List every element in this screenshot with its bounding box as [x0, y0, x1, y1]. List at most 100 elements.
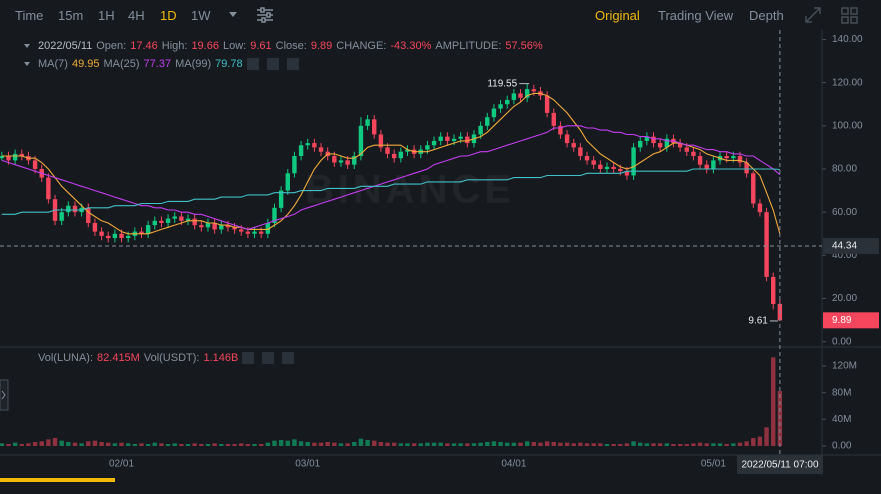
volume-bar: [445, 443, 450, 446]
candle-body: [751, 173, 756, 204]
interval-tab[interactable]: 1H: [98, 8, 115, 23]
candle-body: [505, 99, 510, 105]
expand-arrow: [1, 390, 6, 400]
candle-body: [252, 231, 257, 234]
candle-body: [219, 225, 224, 230]
legend-icon[interactable]: [246, 58, 259, 70]
volume-tick-label: 0.00: [832, 441, 852, 452]
legend-label: AMPLITUDE:: [435, 40, 502, 52]
volume-bar: [272, 440, 277, 446]
expand-button[interactable]: [0, 379, 9, 411]
volume-bar: [544, 441, 550, 446]
volume-bar: [125, 443, 131, 446]
volume-bar: [119, 442, 124, 446]
candle-body: [66, 205, 71, 213]
interval-tab[interactable]: 1W: [191, 8, 211, 23]
volume-bar: [86, 441, 91, 446]
volume-bar: [691, 443, 696, 446]
ma-value: 77.37: [143, 58, 172, 70]
volume-bar: [99, 442, 104, 446]
candle-body: [298, 145, 304, 157]
legend-icon[interactable]: [262, 352, 275, 364]
legend-label: CHANGE:: [336, 40, 387, 52]
crosshair-time-box: [737, 455, 823, 474]
candle-body: [59, 212, 64, 221]
volume-bar: [325, 442, 330, 446]
candle-body: [405, 149, 410, 152]
candle-body: [285, 173, 290, 191]
candle-body: [398, 151, 404, 159]
legend-toggle[interactable]: [24, 44, 30, 48]
volume-bar: [385, 442, 390, 446]
candle-body: [498, 104, 503, 109]
volume-bar: [631, 441, 636, 446]
volume-bar: [26, 443, 31, 446]
interval-tab[interactable]: 4H: [128, 8, 145, 23]
volume-bar: [252, 444, 257, 446]
interval-tab[interactable]: 15m: [58, 8, 84, 23]
candle-body: [518, 93, 523, 98]
legend-label: High:: [161, 40, 188, 52]
candle-body: [697, 156, 703, 165]
settings-icon[interactable]: [257, 7, 273, 23]
fullscreen-icon[interactable]: [805, 7, 821, 23]
volume-bar: [199, 444, 204, 446]
legend-label: Open:: [96, 40, 127, 52]
candle-body: [438, 136, 443, 141]
x-tick-label: 03/01: [295, 459, 320, 470]
volume-bar: [338, 443, 344, 446]
legend-icon[interactable]: [242, 352, 255, 364]
candle-body: [638, 140, 643, 148]
volume-bar: [106, 442, 111, 446]
legend-toggle[interactable]: [24, 62, 30, 66]
candle-body: [677, 143, 683, 148]
volume-bar: [378, 442, 384, 446]
volume-bar: [352, 442, 357, 446]
candle-body: [691, 151, 696, 157]
y-tick-label: 140.00: [832, 34, 863, 45]
ma-line: [1, 125, 781, 230]
candle-body: [485, 117, 490, 126]
candle-body: [711, 160, 716, 169]
candle-body: [465, 136, 470, 144]
volume-bar: [498, 442, 503, 446]
candle-body: [345, 160, 350, 165]
y-tick-label: 80.00: [832, 164, 857, 175]
candle-body: [99, 231, 104, 236]
candle-body: [205, 222, 211, 228]
volume-value: 82.415M: [97, 352, 140, 364]
view-tab[interactable]: Original: [595, 8, 640, 23]
volume-bar: [757, 436, 763, 446]
volume-bar: [697, 442, 703, 446]
volume-bar: [12, 442, 18, 446]
candle-body: [598, 164, 603, 169]
volume-bar: [538, 442, 543, 446]
view-tab[interactable]: Depth: [749, 8, 784, 23]
interval-tab[interactable]: 1D: [160, 8, 177, 23]
volume-bar: [771, 357, 776, 446]
candle-body: [578, 147, 583, 157]
crosshair-price-box: [823, 237, 879, 254]
ma-legend: MA(7) 49.95 MA(25) 77.37 MA(99) 79.78: [38, 57, 307, 71]
layout-icon[interactable]: [841, 7, 858, 24]
active-tab-underline: [0, 478, 115, 482]
legend-icon[interactable]: [266, 58, 279, 70]
view-tab[interactable]: Trading View: [658, 8, 734, 23]
volume-bar: [657, 443, 663, 446]
volume-bar: [411, 443, 417, 446]
interval-tab[interactable]: Time: [15, 8, 44, 23]
y-tick-label: 120.00: [832, 77, 863, 88]
ma-value: 49.95: [71, 58, 100, 70]
more-dropdown[interactable]: [229, 12, 237, 17]
volume-bar: [764, 427, 769, 446]
candle-body: [724, 156, 729, 159]
volume-bar: [584, 443, 590, 446]
candle-body: [757, 203, 763, 213]
candle-body: [332, 156, 337, 163]
legend-icon[interactable]: [286, 58, 299, 70]
legend-value: 17.46: [130, 40, 158, 52]
legend-icon[interactable]: [282, 352, 295, 364]
volume-bar: [145, 444, 151, 446]
volume-bar: [604, 444, 610, 446]
volume-bar: [332, 442, 337, 446]
